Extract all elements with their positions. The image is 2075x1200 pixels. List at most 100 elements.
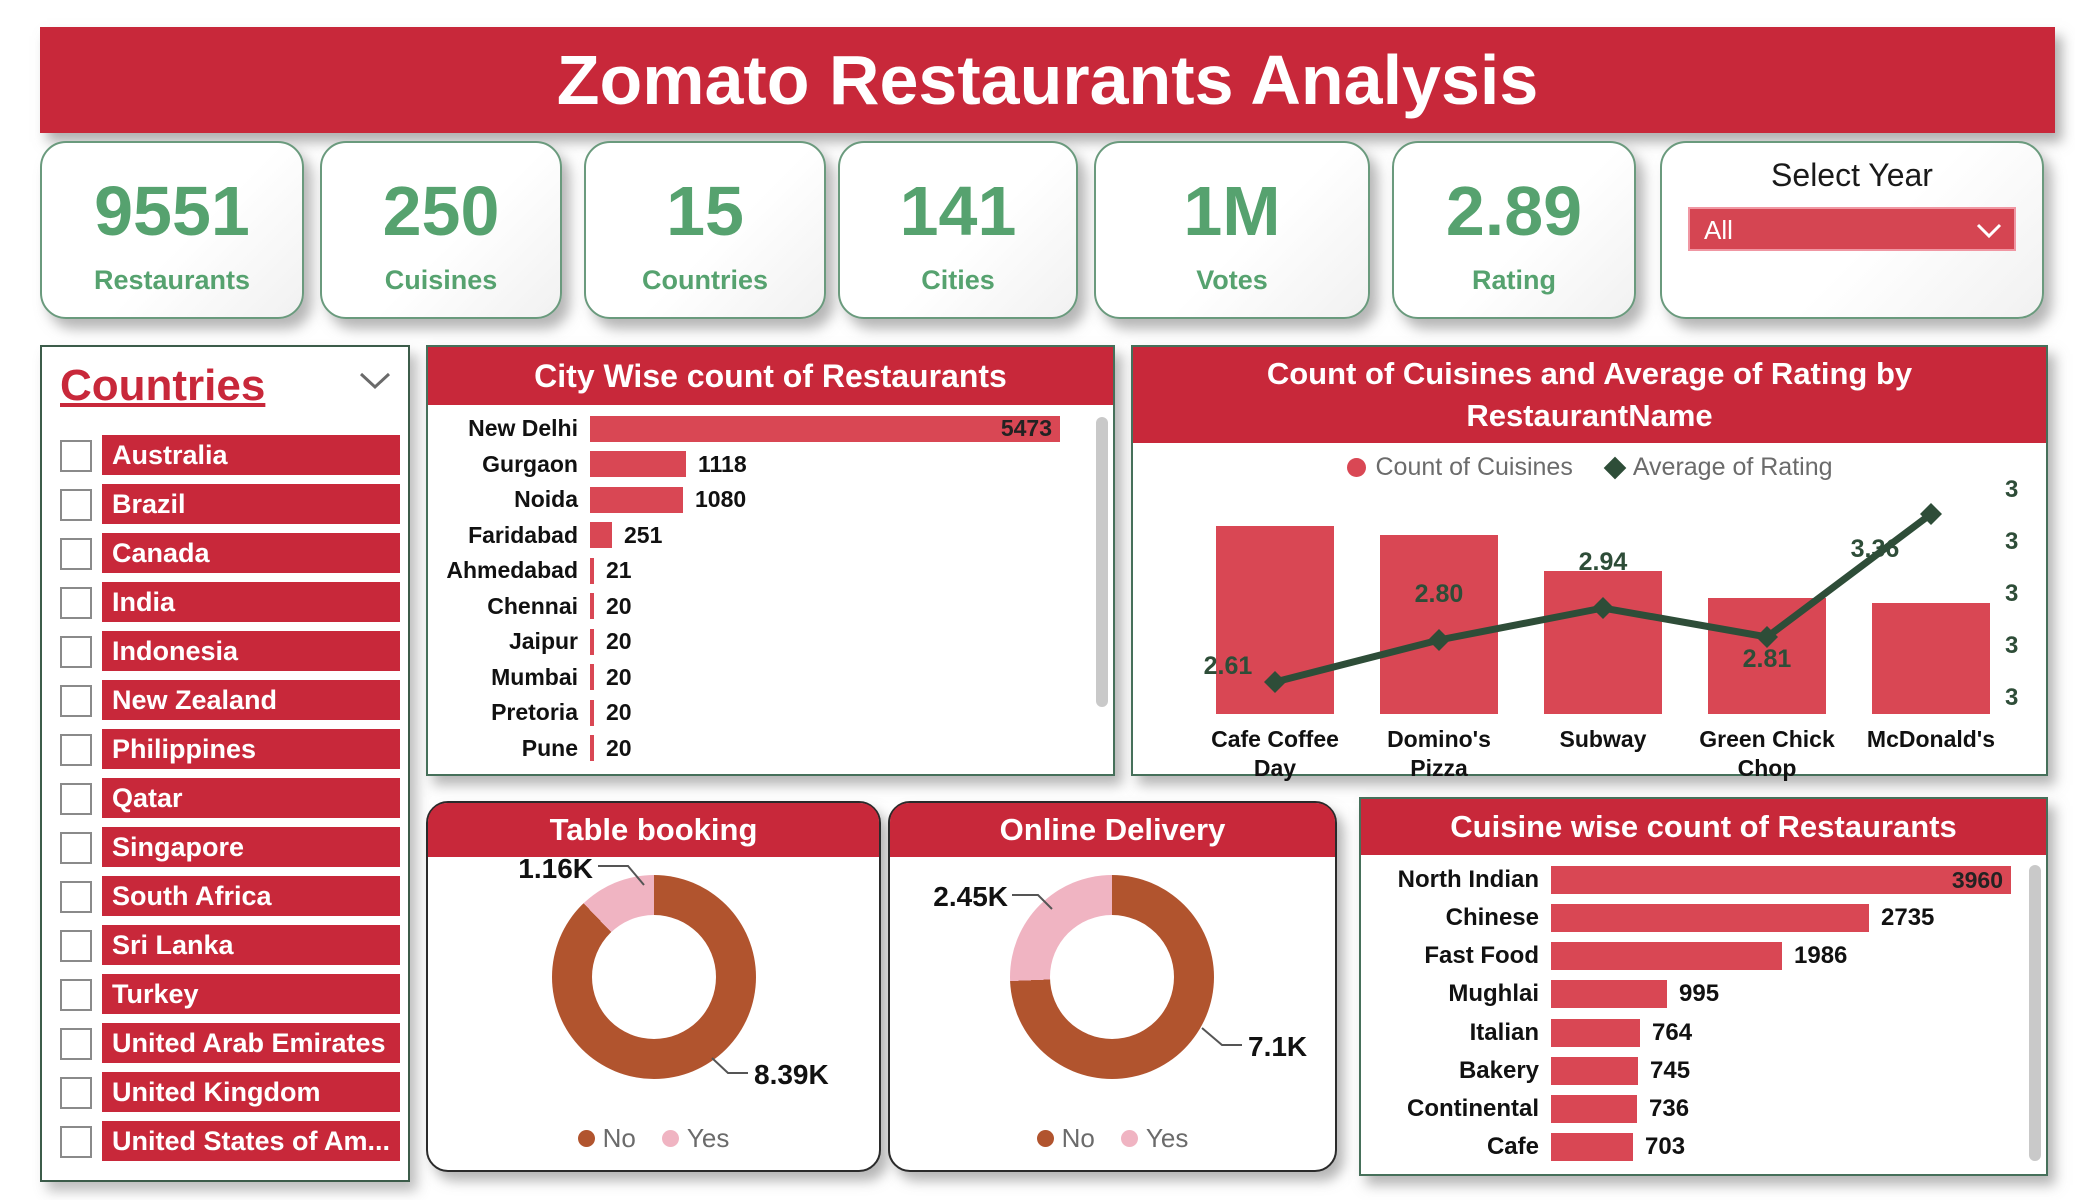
table-row: Mughlai 995	[1371, 980, 2020, 1009]
sidebar-item-turkey[interactable]: Turkey	[42, 974, 408, 1014]
scrollbar[interactable]	[2029, 865, 2041, 1161]
year-dropdown[interactable]: All	[1688, 207, 2016, 251]
category-label: Cafe	[1486, 1132, 1539, 1160]
value-label: 20	[606, 734, 632, 761]
country-checkbox[interactable]	[60, 1126, 92, 1158]
bar-chennai[interactable]	[590, 593, 594, 620]
country-checkbox[interactable]	[60, 636, 92, 668]
sidebar-item-united-kingdom[interactable]: United Kingdom	[42, 1072, 408, 1112]
sidebar-item-united-states[interactable]: United States of Am...	[42, 1121, 408, 1161]
country-checkbox[interactable]	[60, 1077, 92, 1109]
slice-value-yes: 2.45K	[933, 881, 1008, 912]
bar-bakery[interactable]	[1551, 1056, 1638, 1085]
legend-label: Yes	[1145, 1123, 1189, 1153]
sidebar-item-india[interactable]: India	[42, 582, 408, 622]
value-label: 736	[1649, 1094, 1690, 1122]
sidebar-item-canada[interactable]: Canada	[42, 533, 408, 573]
countries-slicer: Countries Australia Brazil Canada India …	[40, 345, 410, 1182]
category-label: Chennai	[487, 592, 578, 619]
bar-north-indian[interactable]: 3960	[1551, 866, 2011, 895]
chart-legend: No Yes	[428, 1123, 879, 1154]
chart-legend: No Yes	[890, 1123, 1335, 1154]
country-checkbox[interactable]	[60, 783, 92, 815]
country-checkbox[interactable]	[60, 440, 92, 472]
sidebar-item-united-arab-emirates[interactable]: United Arab Emirates	[42, 1023, 408, 1063]
bar-new-delhi[interactable]: 5473	[590, 415, 1060, 442]
table-row: Italian 764	[1371, 1018, 2020, 1047]
select-year-title: Select Year	[1771, 157, 1933, 193]
table-row: Ahmedabad 21	[438, 557, 1087, 584]
sidebar-item-philippines[interactable]: Philippines	[42, 729, 408, 769]
bar-green-chick-chop[interactable]	[1708, 598, 1826, 714]
bar-ahmedabad[interactable]	[590, 557, 594, 584]
country-checkbox[interactable]	[60, 734, 92, 766]
bar-continental[interactable]	[1551, 1094, 1637, 1123]
chevron-down-icon[interactable]	[358, 371, 392, 391]
country-checkbox[interactable]	[60, 979, 92, 1011]
city-bar-rows: New Delhi 5473 Gurgaon 1118 Noida 1080 F…	[438, 411, 1087, 766]
sidebar-item-singapore[interactable]: Singapore	[42, 827, 408, 867]
sidebar-item-qatar[interactable]: Qatar	[42, 778, 408, 818]
table-row: Chennai 20	[438, 593, 1087, 620]
bar-noida[interactable]	[590, 486, 683, 513]
cuisine-wise-chart: Cuisine wise count of Restaurants North …	[1359, 797, 2048, 1176]
value-label: 20	[606, 663, 632, 690]
sidebar-item-brazil[interactable]: Brazil	[42, 484, 408, 524]
chart-legend: Count of Cuisines Average of Rating	[1133, 453, 2046, 482]
table-row: Pune 20	[438, 735, 1087, 762]
legend-label: No	[1061, 1123, 1095, 1153]
bar-faridabad[interactable]	[590, 522, 612, 549]
legend-label: Average of Rating	[1632, 453, 1833, 481]
sidebar-item-australia[interactable]: Australia	[42, 435, 408, 475]
bar-pretoria[interactable]	[590, 699, 594, 726]
country-checkbox[interactable]	[60, 587, 92, 619]
bar-mumbai[interactable]	[590, 664, 594, 691]
table-row: Cafe 703	[1371, 1132, 2020, 1161]
country-checkbox[interactable]	[60, 1028, 92, 1060]
kpi-card-countries: 15 Countries	[584, 141, 826, 319]
table-row: Gurgaon 1118	[438, 451, 1087, 478]
bar-cafe[interactable]	[1551, 1132, 1633, 1161]
value-label: 703	[1645, 1132, 1686, 1160]
bar-mughlai[interactable]	[1551, 980, 1667, 1009]
rating-label: 2.94	[1578, 548, 1628, 576]
sidebar-item-sri-lanka[interactable]: Sri Lanka	[42, 925, 408, 965]
bar-fast-food[interactable]	[1551, 942, 1782, 971]
table-row: Jaipur 20	[438, 628, 1087, 655]
country-checkbox[interactable]	[60, 489, 92, 521]
table-row: Pretoria 20	[438, 699, 1087, 726]
chart-title: Cuisine wise count of Restaurants	[1361, 799, 2046, 855]
bar-italian[interactable]	[1551, 1018, 1640, 1047]
legend-label: Count of Cuisines	[1375, 453, 1573, 481]
kpi-card-votes: 1M Votes	[1094, 141, 1370, 319]
bar-chinese[interactable]	[1551, 904, 1869, 933]
sidebar-item-south-africa[interactable]: South Africa	[42, 876, 408, 916]
category-label: Gurgaon	[482, 450, 578, 477]
category-label: Italian	[1469, 1018, 1539, 1046]
rating-label: 2.80	[1414, 580, 1464, 608]
sidebar-item-new-zealand[interactable]: New Zealand	[42, 680, 408, 720]
x-axis-label: Subway	[1559, 726, 1647, 752]
country-checkbox[interactable]	[60, 930, 92, 962]
value-label: 3960	[1951, 866, 2003, 893]
bar-dominos-pizza[interactable]	[1380, 535, 1498, 714]
kpi-value: 1M	[1183, 172, 1281, 250]
bar-subway[interactable]	[1544, 571, 1662, 714]
country-checkbox[interactable]	[60, 538, 92, 570]
table-row: Fast Food 1986	[1371, 942, 2020, 971]
city-wise-chart: City Wise count of Restaurants New Delhi…	[426, 345, 1115, 776]
bar-jaipur[interactable]	[590, 628, 594, 655]
sidebar-item-indonesia[interactable]: Indonesia	[42, 631, 408, 671]
category-label: Pune	[521, 734, 578, 761]
table-row: Noida 1080	[438, 486, 1087, 513]
scrollbar[interactable]	[1096, 417, 1108, 707]
bar-pune[interactable]	[590, 735, 594, 762]
country-checkbox[interactable]	[60, 832, 92, 864]
table-row: New Delhi 5473	[438, 415, 1087, 442]
bar-mcdonalds[interactable]	[1872, 603, 1990, 714]
country-checkbox[interactable]	[60, 685, 92, 717]
x-axis-label: Green Chick Chop	[1699, 726, 1835, 781]
country-checkbox[interactable]	[60, 881, 92, 913]
bar-gurgaon[interactable]	[590, 451, 686, 478]
